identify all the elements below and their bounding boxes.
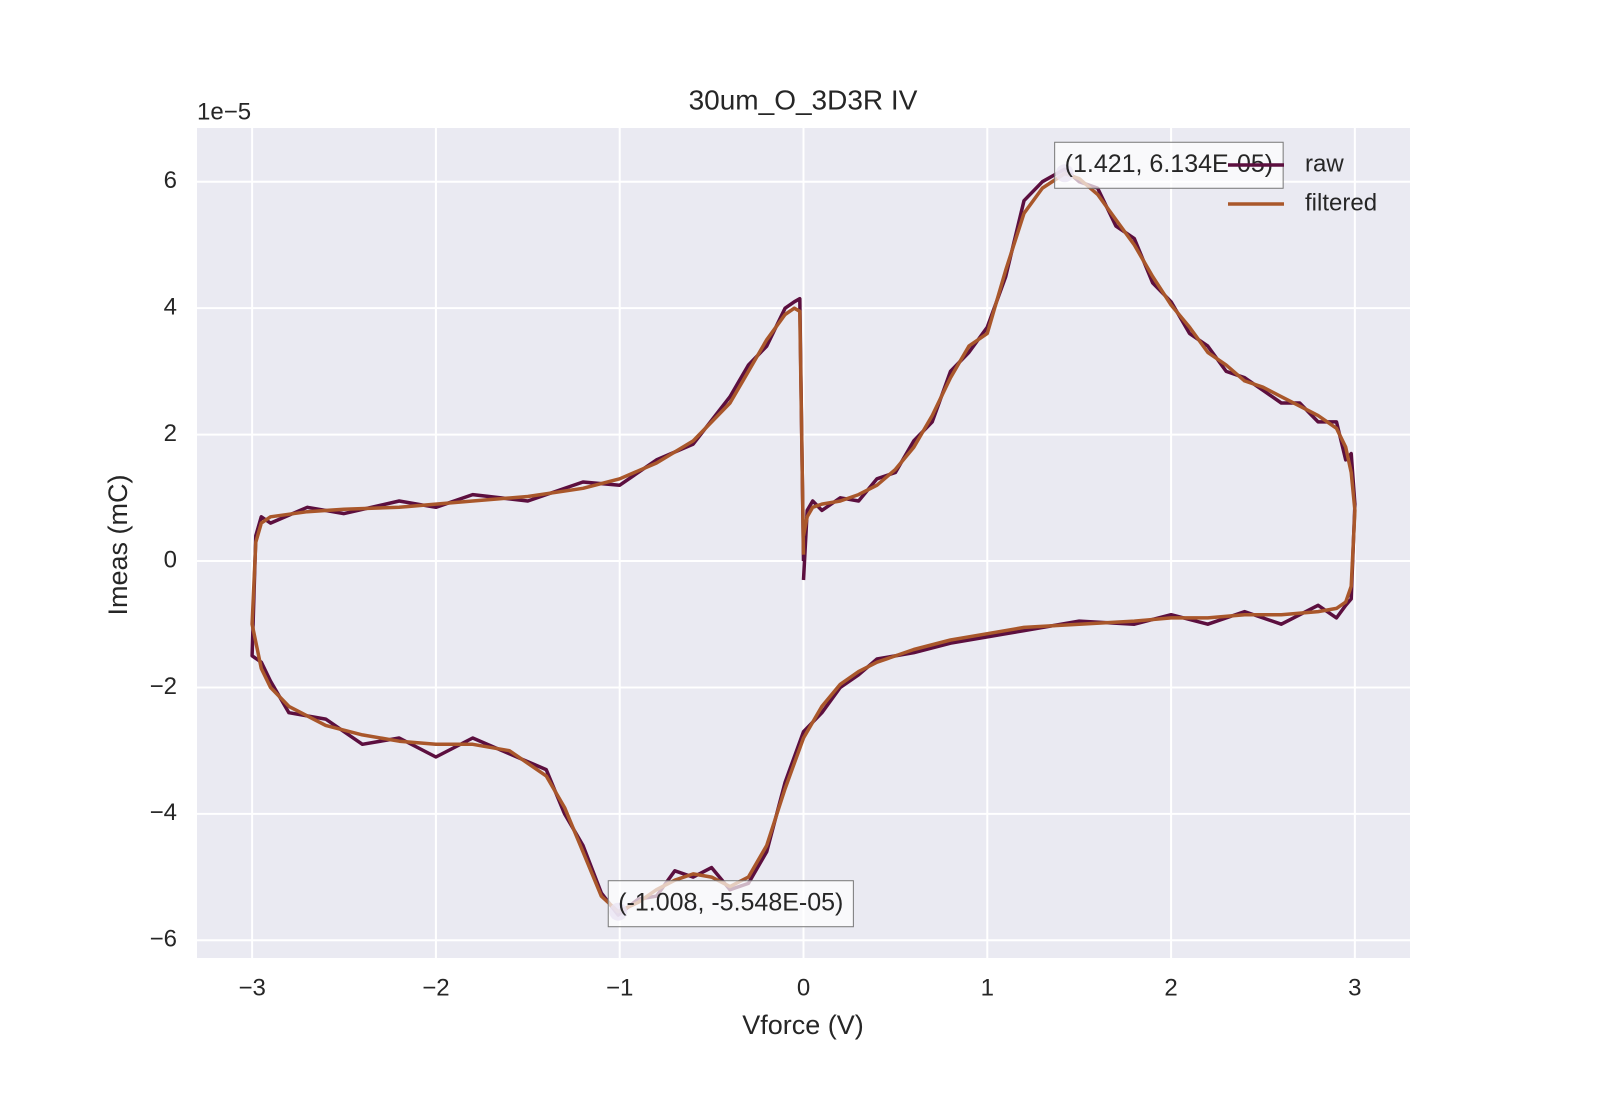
legend-label: raw [1305, 150, 1344, 177]
y-offset-label: 1e−5 [197, 98, 251, 125]
x-tick-label: 0 [797, 974, 810, 1001]
y-axis-label: Imeas (mC) [103, 475, 133, 616]
x-tick-label: 3 [1348, 974, 1361, 1001]
x-tick-label: −3 [238, 974, 265, 1001]
y-tick-label: 6 [164, 167, 177, 194]
legend: raw filtered [1228, 150, 1377, 216]
x-axis-label: Vforce (V) [742, 1010, 864, 1040]
x-tick-label: −2 [422, 974, 449, 1001]
x-tick-label: 2 [1164, 974, 1177, 1001]
y-tick-label: −2 [150, 673, 177, 700]
annotation-text: (-1.008, -5.548E-05) [618, 888, 843, 916]
y-tick-label: −4 [150, 799, 177, 826]
x-tick-label: 1 [981, 974, 994, 1001]
legend-label: filtered [1305, 189, 1377, 216]
x-tick-label: −1 [606, 974, 633, 1001]
annotation-box [607, 880, 854, 928]
chart-title: 30um_O_3D3R IV [689, 84, 918, 115]
y-tick-label: −6 [150, 926, 177, 953]
y-tick-label: 4 [164, 294, 177, 321]
y-tick-label: 0 [164, 546, 177, 573]
y-tick-label: 2 [164, 420, 177, 447]
